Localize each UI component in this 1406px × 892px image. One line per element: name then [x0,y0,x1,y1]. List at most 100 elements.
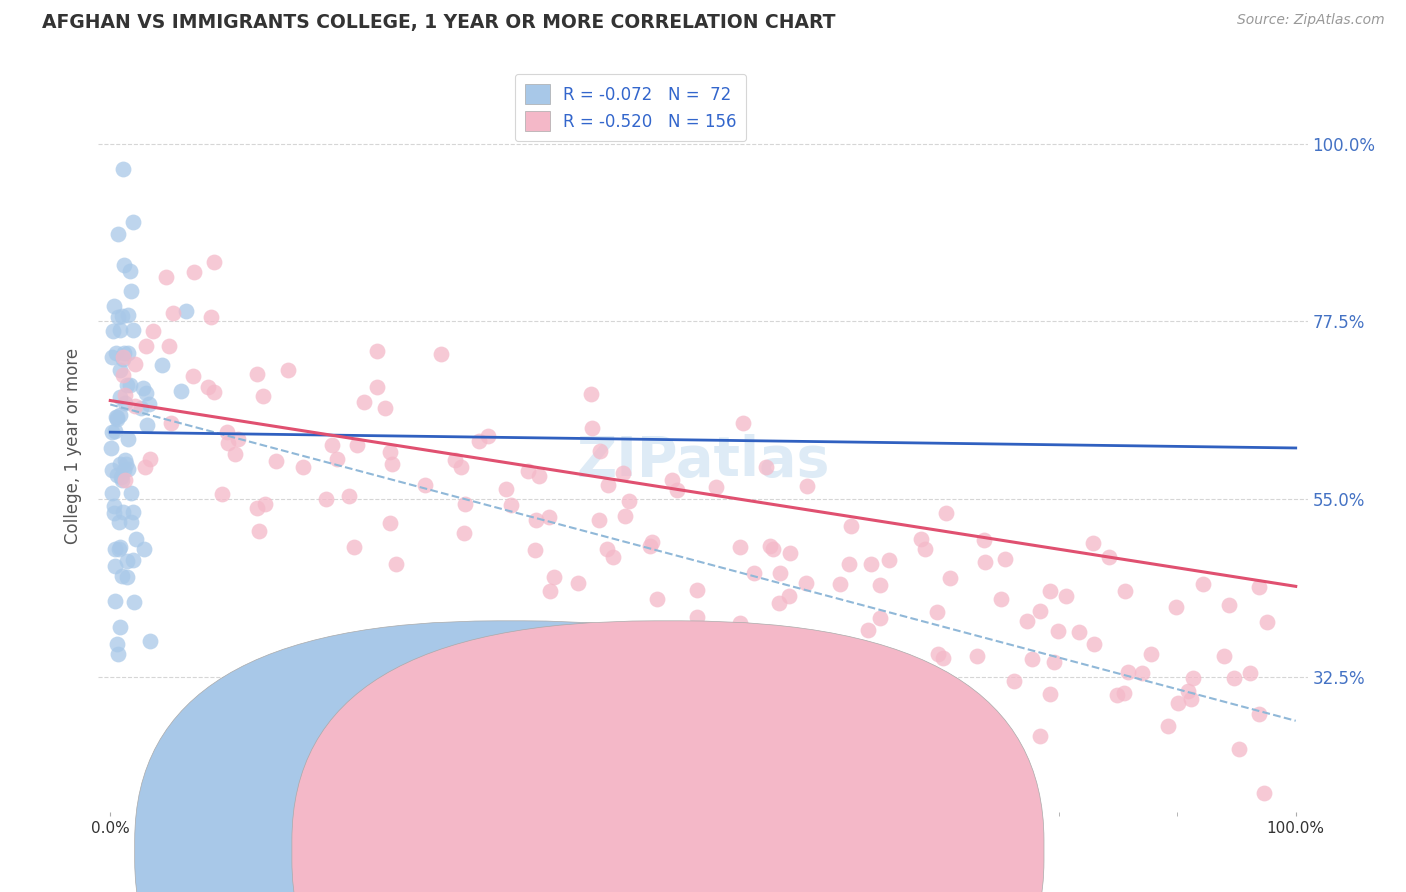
Point [1247,580,1270,594]
Point [589,444,612,458]
Point [111,310,134,324]
Point [860,557,883,571]
Point [117,345,139,359]
Point [1218,598,1240,612]
Point [117,432,139,446]
Point [595,541,617,556]
Point [1130,665,1153,680]
Point [321,438,343,452]
Point [838,558,860,572]
Point [103,500,125,514]
Point [914,541,936,556]
Text: Source: ZipAtlas.com: Source: ZipAtlas.com [1237,13,1385,28]
Point [120,515,142,529]
Point [135,386,157,401]
Point [215,425,238,440]
Point [501,498,523,512]
Point [1227,742,1250,756]
Point [381,457,404,471]
Point [111,352,134,367]
Point [730,616,752,631]
Point [778,589,800,603]
Point [122,552,145,566]
Point [1028,729,1050,743]
Point [526,513,548,527]
Point [315,491,337,506]
Text: AFGHAN VS IMMIGRANTS COLLEGE, 1 YEAR OR MORE CORRELATION CHART: AFGHAN VS IMMIGRANTS COLLEGE, 1 YEAR OR … [42,13,835,32]
Point [974,555,997,569]
Point [107,310,129,325]
Point [120,378,142,392]
Point [246,367,269,381]
Point [769,566,792,580]
Point [108,620,131,634]
Point [1177,684,1199,698]
Point [114,396,136,410]
Point [103,506,125,520]
Point [343,541,366,555]
Point [384,557,406,571]
Point [413,478,436,492]
Point [1114,583,1136,598]
Point [1043,655,1066,669]
Point [1017,614,1039,628]
Point [112,258,135,272]
Y-axis label: College, 1 year or more: College, 1 year or more [65,348,83,544]
Point [1253,786,1275,800]
Point [1191,577,1213,591]
Point [249,524,271,538]
Point [122,215,145,229]
Point [1098,549,1121,564]
Point [211,487,233,501]
Point [120,486,142,500]
Point [200,310,222,325]
Point [869,578,891,592]
Point [366,344,388,359]
Point [134,460,156,475]
Point [910,533,932,547]
Point [935,506,957,520]
Point [135,339,157,353]
Point [183,368,205,383]
Point [1182,671,1205,685]
Point [111,569,134,583]
Point [1083,637,1105,651]
Point [1054,590,1077,604]
Point [104,541,127,556]
Point [131,401,153,416]
Point [112,463,135,477]
Point [877,553,900,567]
Point [103,300,125,314]
Point [1028,604,1050,618]
Point [468,434,491,448]
Point [108,390,131,404]
Point [326,451,349,466]
Point [450,460,472,475]
Point [794,575,817,590]
Point [495,482,517,496]
Point [1021,652,1043,666]
Point [111,368,134,382]
Point [246,500,269,515]
Point [264,454,287,468]
Point [588,513,610,527]
Point [122,594,145,608]
Point [124,357,146,371]
Point [110,323,132,337]
Point [835,637,858,651]
Point [104,593,127,607]
Point [101,350,124,364]
Point [108,457,131,471]
Point [830,576,852,591]
Point [538,584,561,599]
Point [224,447,246,461]
Point [155,269,177,284]
Point [115,570,138,584]
Point [202,384,225,399]
Point [990,592,1012,607]
Legend: R = -0.072   N =  72, R = -0.520   N = 156: R = -0.072 N = 72, R = -0.520 N = 156 [515,74,747,141]
Point [162,306,184,320]
Point [105,411,128,425]
Point [337,489,360,503]
Point [139,633,162,648]
